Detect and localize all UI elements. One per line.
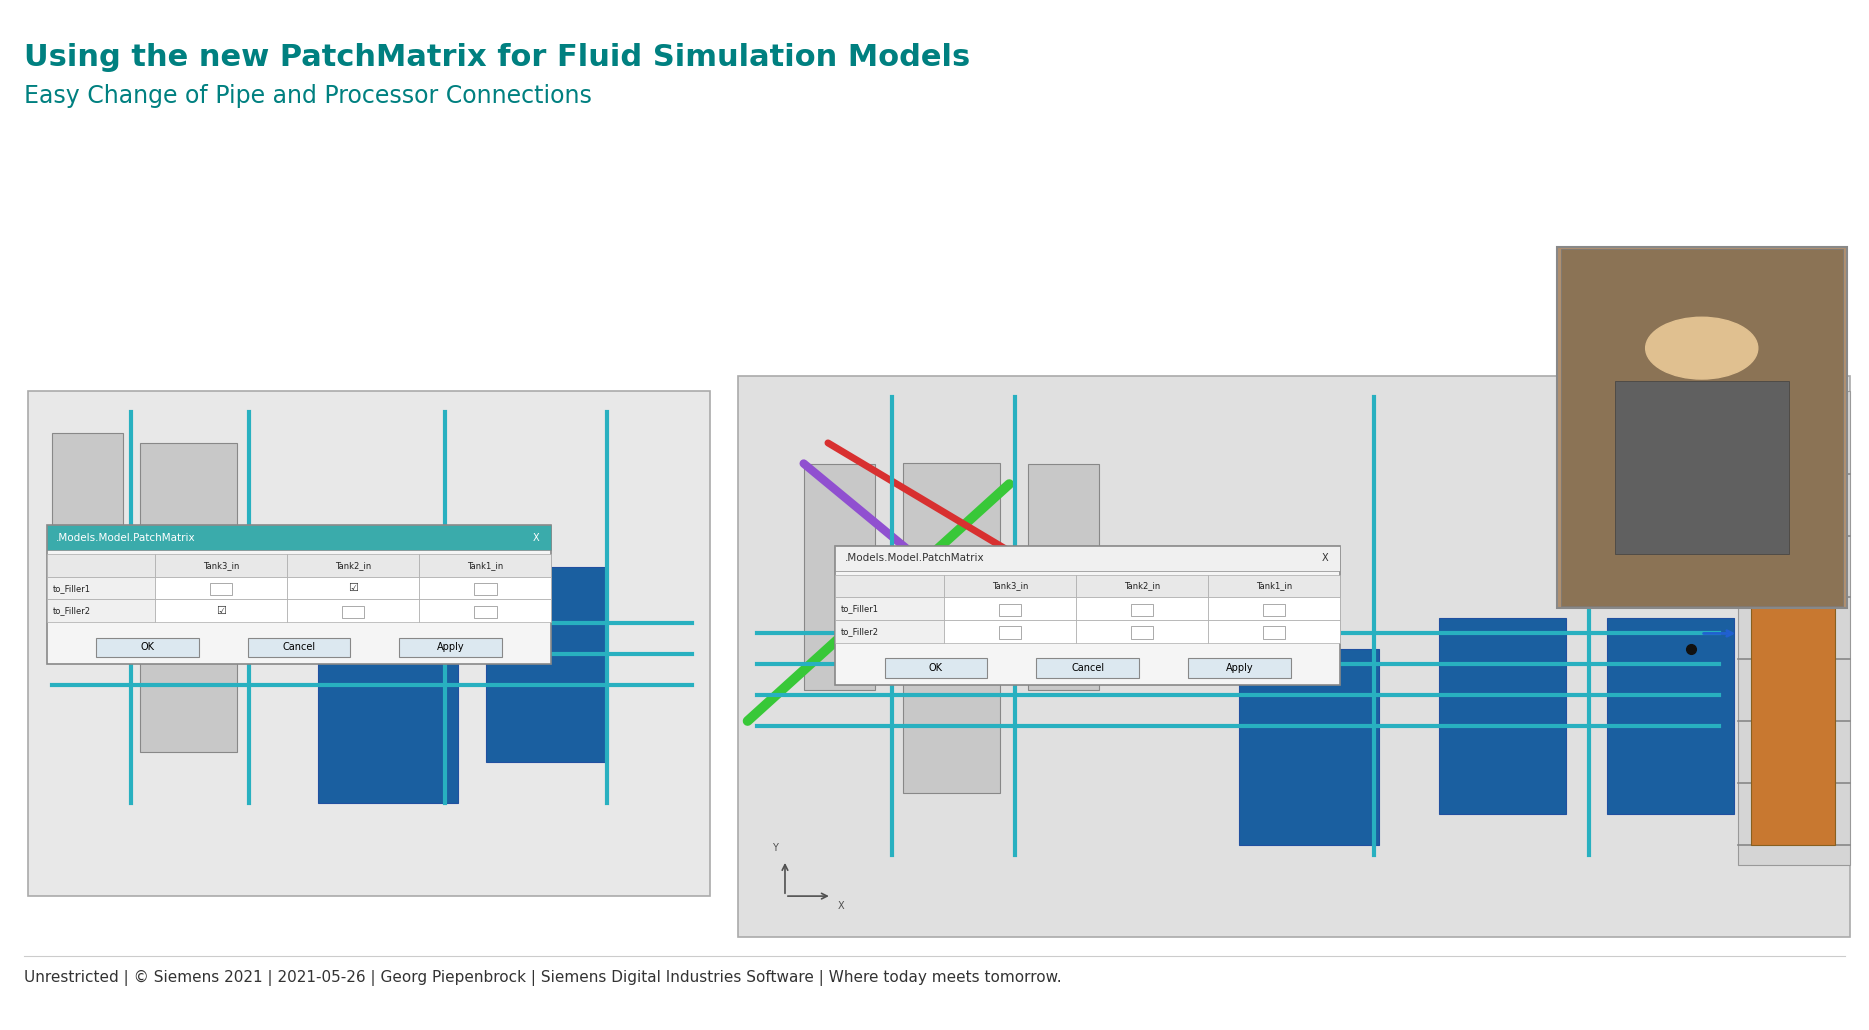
Bar — [155, 554, 288, 577]
Bar — [475, 606, 497, 618]
Text: OK: OK — [929, 663, 942, 673]
Text: Tank3_in: Tank3_in — [204, 561, 239, 570]
Bar — [998, 626, 1020, 639]
Bar — [1035, 658, 1140, 678]
Text: Apply: Apply — [437, 643, 465, 652]
Bar — [1028, 464, 1099, 690]
Bar — [47, 599, 155, 622]
Bar — [400, 638, 503, 657]
Bar — [944, 620, 1077, 643]
Bar — [419, 554, 551, 577]
Bar — [247, 638, 351, 657]
Bar — [903, 464, 1000, 793]
Text: .Models.Model.PatchMatrix: .Models.Model.PatchMatrix — [845, 553, 985, 563]
Bar — [140, 443, 237, 752]
Bar — [1189, 658, 1291, 678]
Bar — [835, 546, 1340, 685]
Bar — [475, 583, 497, 595]
Text: Y: Y — [772, 843, 778, 853]
Bar — [95, 638, 198, 657]
Bar — [1263, 604, 1286, 616]
Bar — [419, 599, 551, 622]
Bar — [1077, 575, 1207, 597]
Bar — [47, 577, 155, 599]
Bar — [1439, 618, 1566, 814]
Bar — [47, 554, 155, 577]
Bar — [1207, 597, 1340, 620]
Bar — [944, 597, 1077, 620]
Bar — [1239, 649, 1379, 845]
Text: Tank2_in: Tank2_in — [335, 561, 372, 570]
Bar — [486, 566, 607, 762]
Bar — [1557, 247, 1847, 608]
Bar — [1131, 604, 1153, 616]
Text: to_Filler2: to_Filler2 — [841, 627, 878, 636]
Bar — [288, 599, 419, 622]
Bar — [1077, 620, 1207, 643]
Text: Tank3_in: Tank3_in — [992, 582, 1028, 590]
Bar — [835, 597, 944, 620]
Bar — [835, 620, 944, 643]
Bar — [884, 658, 987, 678]
Bar — [1131, 626, 1153, 639]
Text: Using the new PatchMatrix for Fluid Simulation Models: Using the new PatchMatrix for Fluid Simu… — [24, 43, 970, 72]
Text: OK: OK — [140, 643, 153, 652]
Text: Apply: Apply — [1226, 663, 1254, 673]
Bar — [340, 566, 434, 628]
Bar — [1263, 626, 1286, 639]
Bar — [835, 546, 1340, 571]
Text: to_Filler2: to_Filler2 — [52, 607, 90, 615]
Text: X: X — [1321, 553, 1329, 563]
Text: to_Filler1: to_Filler1 — [841, 605, 878, 613]
Text: X: X — [533, 533, 540, 543]
Bar — [1561, 249, 1843, 606]
Text: ☑: ☑ — [348, 583, 359, 593]
Bar — [288, 577, 419, 599]
Text: .Models.Model.PatchMatrix: .Models.Model.PatchMatrix — [56, 533, 196, 543]
Text: ☑: ☑ — [217, 606, 226, 616]
Bar — [1607, 618, 1734, 814]
Bar — [998, 604, 1020, 616]
Text: Tank1_in: Tank1_in — [1256, 582, 1291, 590]
Bar — [318, 597, 458, 803]
Bar — [47, 525, 551, 664]
Text: Cancel: Cancel — [1071, 663, 1105, 673]
Bar — [738, 376, 1850, 937]
Bar — [47, 525, 551, 550]
Bar — [804, 464, 875, 690]
Text: Cancel: Cancel — [282, 643, 316, 652]
Bar — [52, 433, 123, 639]
Bar — [1751, 536, 1835, 845]
Bar — [155, 599, 288, 622]
Bar — [342, 606, 364, 618]
Bar — [1207, 575, 1340, 597]
Text: Tank1_in: Tank1_in — [467, 561, 503, 570]
Circle shape — [1647, 317, 1757, 379]
Bar — [1615, 381, 1789, 554]
Text: Unrestricted | © Siemens 2021 | 2021-05-26 | Georg Piepenbrock | Siemens Digital: Unrestricted | © Siemens 2021 | 2021-05-… — [24, 970, 1062, 987]
Bar — [1077, 597, 1207, 620]
Bar — [419, 577, 551, 599]
Text: Tank2_in: Tank2_in — [1123, 582, 1161, 590]
Bar — [1207, 620, 1340, 643]
Bar — [1738, 391, 1850, 865]
Bar — [944, 575, 1077, 597]
Text: X: X — [837, 901, 845, 912]
Bar — [288, 554, 419, 577]
Bar — [209, 583, 232, 595]
Bar — [835, 575, 944, 597]
Text: to_Filler1: to_Filler1 — [52, 584, 90, 592]
Text: Easy Change of Pipe and Processor Connections: Easy Change of Pipe and Processor Connec… — [24, 84, 592, 108]
Bar — [28, 391, 710, 896]
Bar — [155, 577, 288, 599]
